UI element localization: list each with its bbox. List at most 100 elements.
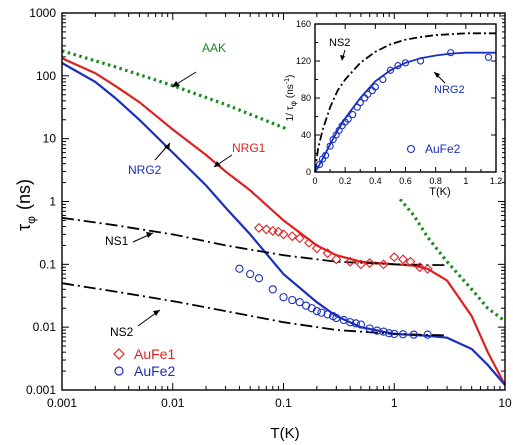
annotation-nrg2-arrowhead xyxy=(164,143,170,150)
data-point-aufe2 xyxy=(423,330,432,339)
inset-data-point-aufe2 xyxy=(371,83,379,91)
y-label-tau: τ xyxy=(14,224,34,231)
main-legend: AuFe1 AuFe2 xyxy=(113,346,175,379)
main-plot-frame xyxy=(61,12,506,391)
data-point-aufe1 xyxy=(364,258,375,268)
inset-data-point-aufe2 xyxy=(416,57,425,65)
inset-markers xyxy=(315,49,493,169)
data-point-aufe2 xyxy=(365,324,374,333)
data-point-aufe1 xyxy=(355,259,366,270)
annotation-nrg2-label: NRG2 xyxy=(128,163,162,177)
data-point-aufe1 xyxy=(331,254,342,265)
inset-series-aufe2-markers xyxy=(315,49,493,169)
annotation-ns1: NS1 xyxy=(105,232,154,248)
inset-data-point-aufe2 xyxy=(484,53,493,61)
annotation-aak: AAK xyxy=(171,41,226,88)
x-tick-label: 0.1 xyxy=(275,396,292,410)
data-point-aufe1 xyxy=(389,252,400,263)
data-point-aufe2 xyxy=(268,285,277,294)
inset-y-label-unit: (ns xyxy=(285,84,296,98)
data-point-aufe2 xyxy=(235,264,244,273)
y-tick-label: 0.1 xyxy=(39,257,56,271)
annotation-ns2-arrowhead xyxy=(153,310,160,316)
inset-data-point-aufe2 xyxy=(386,66,395,74)
inset-y-tick-label: 0 xyxy=(306,167,311,177)
annotation-ns2-label: NS2 xyxy=(110,325,134,339)
inset-data-point-aufe2 xyxy=(349,111,357,119)
inset-y-axis-label: 1/ τφ (ns-1) xyxy=(284,75,298,122)
data-point-aufe1 xyxy=(378,259,389,270)
data-point-aufe1 xyxy=(267,225,278,236)
data-point-aufe1 xyxy=(414,262,425,273)
data-point-aufe1 xyxy=(405,256,416,267)
inset-x-tick-label: 1 xyxy=(463,176,468,186)
main-series xyxy=(61,49,506,386)
data-point-aufe2 xyxy=(356,320,366,329)
inset-y-label-main: 1/ τ xyxy=(285,106,296,121)
data-point-aufe2 xyxy=(372,326,382,335)
data-point-aufe1 xyxy=(253,222,264,233)
legend-entry-aufe2: AuFe2 xyxy=(114,363,175,379)
inset-y-label-close: ) xyxy=(285,75,296,78)
y-label-unit: (ns) xyxy=(14,179,34,210)
series-nrg2-line xyxy=(61,62,506,386)
data-point-aufe2 xyxy=(317,308,326,317)
series-aufe1-markers xyxy=(253,222,433,274)
data-point-aufe1 xyxy=(422,263,433,274)
x-tick-label: 0.01 xyxy=(161,396,185,410)
legend-label-aufe1: AuFe1 xyxy=(134,346,175,362)
inset-data-point-aufe2 xyxy=(364,90,372,98)
inset-y-tick-label: 160 xyxy=(296,19,311,29)
inset-data-point-aufe2 xyxy=(326,142,334,150)
data-point-aufe2 xyxy=(390,329,399,339)
inset-legend: AuFe2 xyxy=(406,142,461,156)
inset-data-point-aufe2 xyxy=(379,75,387,84)
svg-text:1/ τφ(ns-1): 1/ τφ (ns-1) xyxy=(284,75,298,122)
data-point-aufe2 xyxy=(246,269,255,279)
inset-series-nrg2-line xyxy=(314,51,496,173)
annotation-aak-arrowhead xyxy=(172,81,180,87)
data-point-aufe1 xyxy=(311,243,322,254)
inset-series-ns2-line xyxy=(314,32,496,173)
data-point-aufe2 xyxy=(351,319,360,328)
inset-y-tick-label: 120 xyxy=(296,56,311,66)
legend-marker-diamond xyxy=(113,348,125,360)
data-point-aufe1 xyxy=(304,237,315,248)
legend-label-aufe2: AuFe2 xyxy=(134,363,175,379)
inset-x-tick-label: 1.2 xyxy=(490,176,503,186)
y-tick-label: 1000 xyxy=(29,6,56,20)
main-y-axis-label: τφ (ns) xyxy=(14,179,38,231)
y-tick-label: 10 xyxy=(43,132,57,146)
x-tick-label: 1 xyxy=(391,396,398,410)
annotation-nrg1-arrowhead xyxy=(214,161,221,167)
series-ns2-line xyxy=(61,282,448,337)
legend-entry-aufe1: AuFe1 xyxy=(113,346,175,362)
annotation-ns1-arrowhead xyxy=(146,232,153,238)
inset-data-point-aufe2 xyxy=(315,160,324,169)
inset-plot: 0 0.2 0.4 0.6 0.8 1 1.2 0 40 80 120 160 T(K) 1/ τφ (… xyxy=(284,19,502,199)
inset-series xyxy=(314,32,496,173)
x-tick-label: 0.001 xyxy=(47,396,77,410)
y-tick-label: 100 xyxy=(36,69,56,83)
inset-annotation-ns2-label: NS2 xyxy=(329,37,350,49)
annotation-aak-label: AAK xyxy=(202,41,226,55)
main-markers xyxy=(235,222,433,339)
y-tick-label: 0.001 xyxy=(26,383,56,397)
legend-marker-circle xyxy=(114,366,124,376)
inset-legend-label-aufe2: AuFe2 xyxy=(425,142,461,156)
data-point-aufe1 xyxy=(398,254,408,265)
inset-data-point-aufe2 xyxy=(321,151,330,159)
inset-data-point-aufe2 xyxy=(344,115,352,123)
inset-data-point-aufe2 xyxy=(447,49,455,57)
x-tick-label: 10 xyxy=(498,396,512,410)
inset-annotation-nrg2-arrowhead xyxy=(434,72,440,78)
series-ns1-line xyxy=(61,216,448,267)
inset-y-tick-label: 40 xyxy=(301,130,311,140)
inset-data-point-aufe2 xyxy=(394,62,402,70)
data-point-aufe2 xyxy=(323,310,332,319)
annotation-nrg2: NRG2 xyxy=(128,142,171,177)
inset-annotation-nrg2: NRG2 xyxy=(433,71,465,96)
data-point-aufe2 xyxy=(379,327,388,336)
data-point-aufe1 xyxy=(345,256,356,267)
